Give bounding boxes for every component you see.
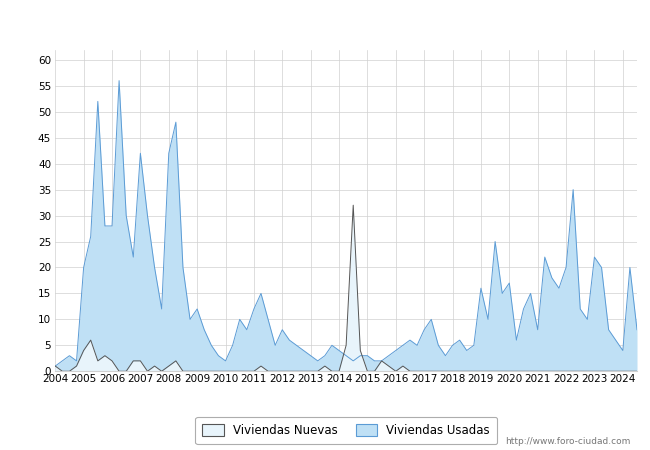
Legend: Viviendas Nuevas, Viviendas Usadas: Viviendas Nuevas, Viviendas Usadas: [195, 417, 497, 444]
Text: http://www.foro-ciudad.com: http://www.foro-ciudad.com: [505, 436, 630, 446]
Text: Jerez de los Caballeros - Evolucion del Nº de Transacciones Inmobiliarias: Jerez de los Caballeros - Evolucion del …: [53, 14, 597, 27]
